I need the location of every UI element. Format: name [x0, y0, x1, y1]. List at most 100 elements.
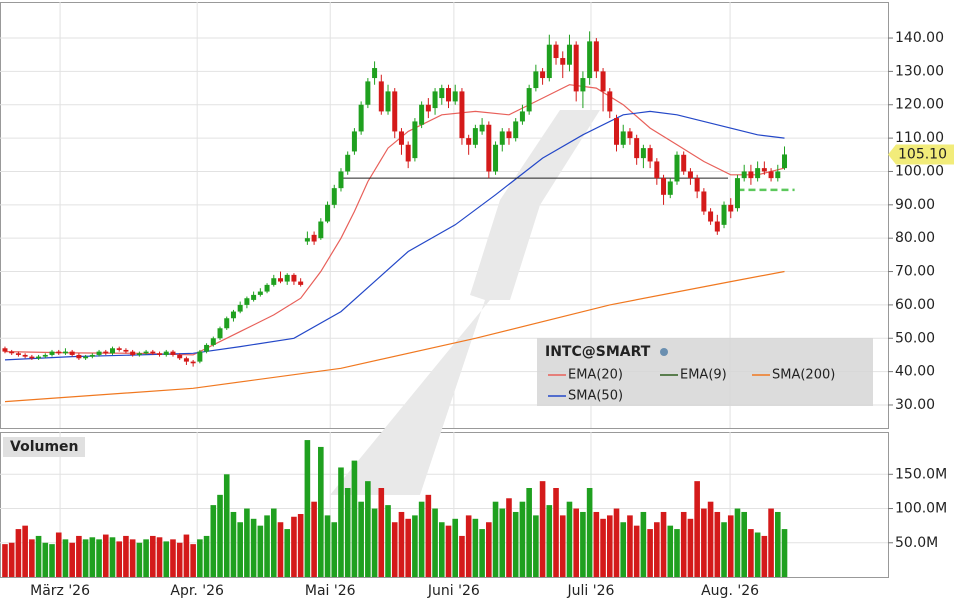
candle-body [136, 353, 142, 355]
y-tick-label: 140.00 [895, 30, 944, 46]
indicator-line [4, 84, 785, 356]
candle-body [358, 104, 364, 132]
legend-label: SMA(50) [568, 389, 623, 404]
volume-bar [35, 535, 42, 577]
volume-bar [203, 535, 210, 577]
volume-bar [365, 481, 371, 577]
candle-body [29, 356, 35, 359]
candle-body [708, 211, 714, 222]
volume-bar [553, 488, 559, 577]
volume-bar [324, 515, 331, 577]
candle-body [163, 351, 169, 355]
volume-bar [129, 539, 136, 577]
volume-bar [277, 522, 284, 577]
volume-bar [183, 534, 190, 577]
volume-bar [546, 505, 553, 577]
candle-body [210, 338, 216, 345]
volume-bar [223, 474, 230, 577]
volume-bar [76, 535, 82, 577]
candle-body [318, 221, 324, 239]
candle-body [466, 138, 472, 145]
legend-label: EMA(20) [568, 368, 623, 383]
volume-bar [593, 511, 600, 577]
candle-body [513, 121, 519, 139]
volume-bar [432, 508, 438, 577]
candle-body [580, 78, 586, 92]
candle-body [398, 131, 404, 145]
candle-body [721, 204, 727, 225]
candle-body [519, 111, 525, 122]
candle-body [291, 274, 297, 282]
candle-body [237, 304, 243, 312]
candle-body [177, 354, 183, 359]
volume-bar [55, 532, 62, 577]
y-tick-label: 120.00 [895, 97, 944, 113]
candle-body [627, 131, 633, 139]
volume-bar [163, 541, 170, 577]
candle-body [264, 284, 270, 292]
volume-bar [412, 515, 418, 577]
volume-bar [707, 501, 714, 577]
volume-bar [694, 481, 700, 577]
volume-bar [774, 511, 781, 577]
candle-body [560, 58, 566, 65]
volume-bar [405, 518, 411, 577]
candle-body [143, 351, 149, 354]
volume-bar [438, 522, 445, 577]
x-tick-label: Juli '26 [567, 583, 615, 599]
volume-bar [351, 460, 358, 577]
volume-bar [237, 522, 243, 577]
candle-body [499, 131, 505, 145]
candle-body [311, 234, 317, 242]
candle-body [392, 91, 398, 132]
candle-body [89, 354, 95, 357]
candle-body [667, 181, 673, 195]
volume-bar [96, 539, 102, 577]
volume-bar [741, 511, 747, 577]
candle-body [62, 351, 68, 354]
volume-bar [761, 535, 768, 577]
volume-title-box [3, 437, 85, 457]
candle-body [459, 91, 465, 139]
candle-body [15, 353, 21, 355]
candle-body [734, 178, 740, 209]
volume-bar [217, 494, 223, 577]
candle-body [224, 318, 230, 329]
volume-bar [378, 488, 385, 577]
y-tick-label: 90.00 [895, 197, 935, 213]
candle-body [439, 88, 445, 99]
candle-body [533, 71, 539, 89]
volume-bar [727, 515, 734, 577]
volume-bar [613, 508, 620, 577]
candle-body [405, 144, 411, 162]
candle-body [298, 281, 304, 285]
candle-body [600, 71, 606, 92]
candle-body [251, 294, 257, 300]
indicator-line [4, 110, 785, 361]
candle-body [647, 148, 653, 162]
volume-bar [358, 501, 364, 577]
x-tick-label: Mai '26 [305, 583, 356, 599]
volume-title: Volumen [10, 439, 79, 455]
last-price-box [888, 144, 954, 165]
volume-bar [15, 529, 22, 577]
volume-bar [22, 525, 28, 577]
volume-bar [143, 539, 149, 577]
candle-body [42, 354, 48, 357]
candle-body [425, 104, 431, 112]
volume-bar [512, 511, 519, 577]
candle-body [204, 344, 210, 352]
candle-body [230, 311, 236, 319]
volume-bar [418, 501, 425, 577]
candle-body [351, 131, 357, 152]
volume-bar [29, 539, 35, 577]
candle-body [257, 291, 263, 295]
volume-bar [533, 515, 539, 577]
candle-body [587, 41, 593, 79]
volume-bar [620, 522, 627, 577]
volume-bar [190, 544, 196, 577]
volume-bar [539, 481, 546, 577]
candle-body [661, 178, 667, 195]
candle-body [768, 171, 774, 179]
y-tick-label: 110.00 [895, 130, 944, 146]
